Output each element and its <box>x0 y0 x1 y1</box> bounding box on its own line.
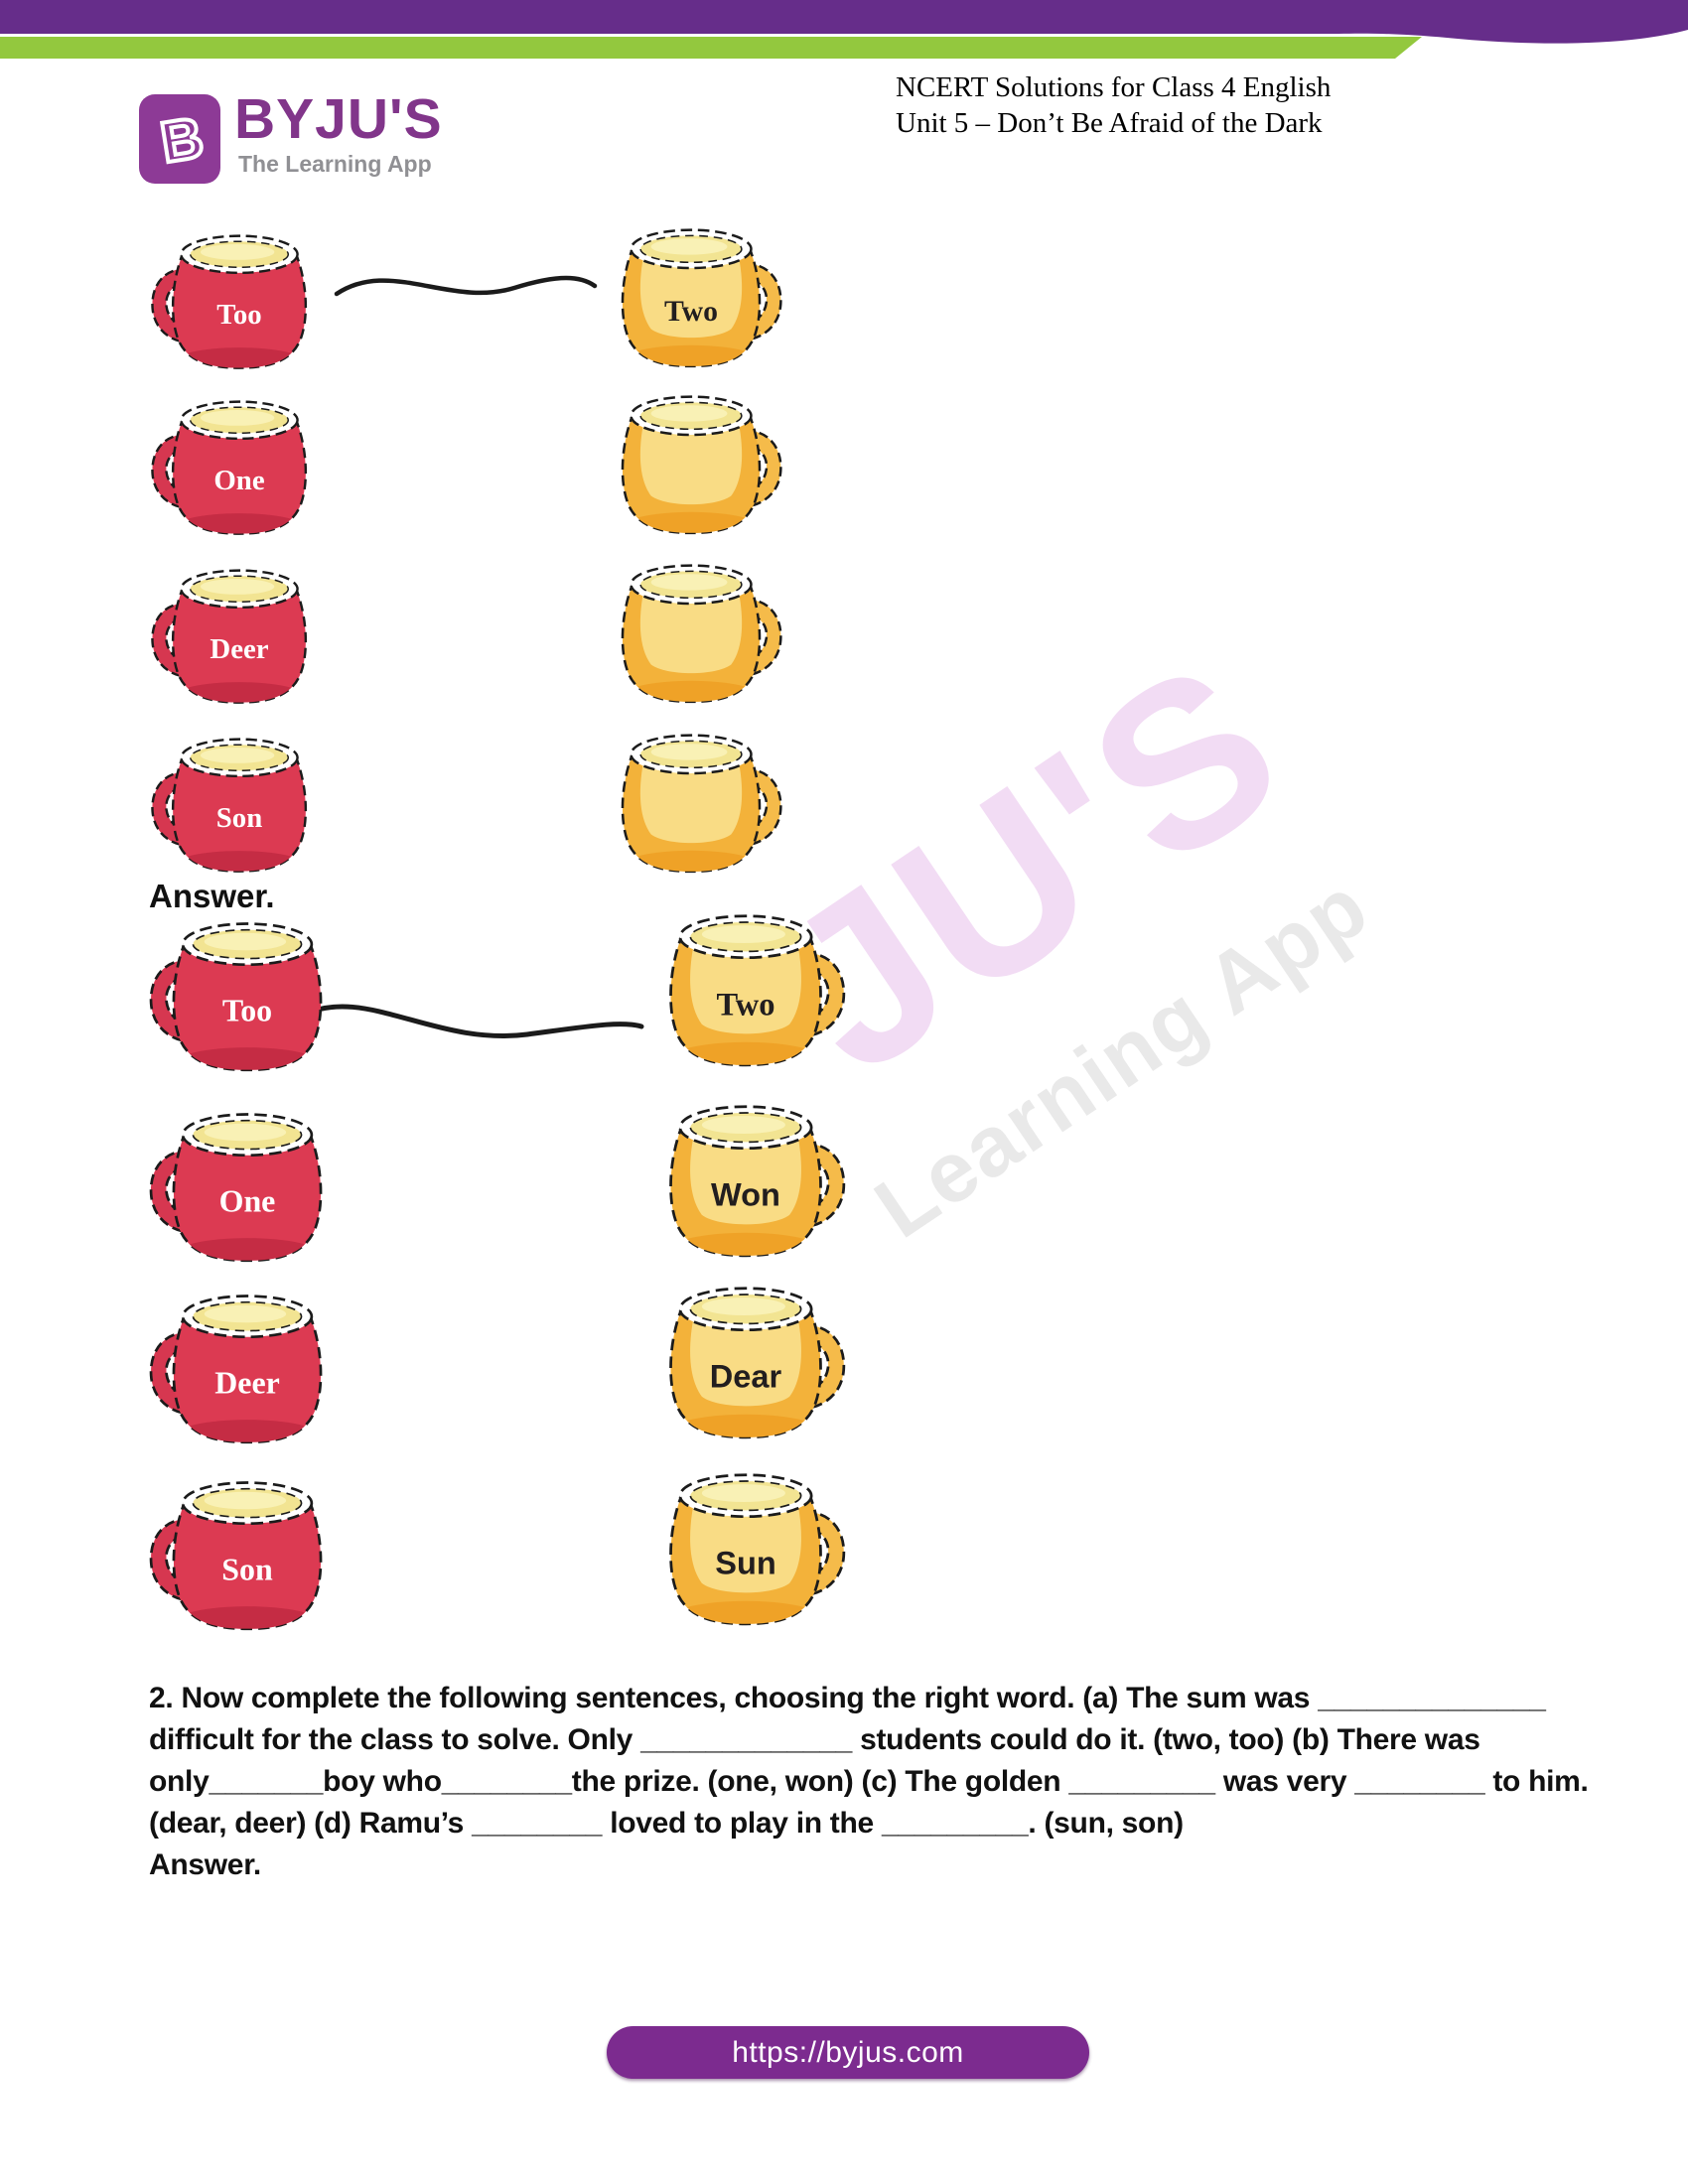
question2-text-line4: (dear, deer) (d) Ramu’s ________ loved t… <box>149 1807 1184 1840</box>
brand-tagline: The Learning App <box>238 151 432 177</box>
mug-too-answer: Too <box>145 909 350 1078</box>
byjus-url-button[interactable]: https://byjus.com <box>607 2026 1089 2079</box>
header-green-bar <box>0 37 1422 59</box>
svg-text:Son: Son <box>216 802 262 834</box>
svg-text:Son: Son <box>221 1552 273 1586</box>
match-line-too-two-answer <box>297 1004 644 1038</box>
svg-text:Sun: Sun <box>715 1545 775 1580</box>
svg-text:Two: Two <box>664 295 718 328</box>
page-title-line2: Unit 5 – Don’t Be Afraid of the Dark <box>896 107 1323 139</box>
svg-text:Too: Too <box>216 299 261 331</box>
svg-text:Too: Too <box>222 993 272 1027</box>
match-line-too-two-question <box>334 275 598 297</box>
svg-text:Won: Won <box>711 1176 780 1212</box>
mug-too-question: Too <box>147 222 332 376</box>
mug-blank-3-question <box>596 552 786 710</box>
mug-two-answer: Two <box>641 901 850 1073</box>
svg-text:Deer: Deer <box>210 633 268 665</box>
question-2-block: 2. Now complete the following sentences,… <box>149 1678 1589 1886</box>
mug-deer-question: Deer <box>147 557 332 711</box>
mug-one-answer: One <box>145 1100 350 1269</box>
byjus-url-label: https://byjus.com <box>732 2035 964 2069</box>
svg-text:Two: Two <box>716 987 774 1023</box>
mug-one-question: One <box>147 388 332 542</box>
mug-blank-2-question <box>596 383 786 541</box>
question2-text-line1: 2. Now complete the following sentences,… <box>149 1682 1546 1714</box>
svg-text:Dear: Dear <box>710 1358 782 1394</box>
brand-name: BYJU'S <box>234 87 443 151</box>
matching-answer-heading: Answer. <box>149 878 275 914</box>
question2-answer-heading: Answer. <box>149 1848 261 1881</box>
page-title-line1: NCERT Solutions for Class 4 English <box>896 71 1332 103</box>
mug-blank-4-question <box>596 722 786 880</box>
mug-son-question: Son <box>147 726 332 880</box>
mug-deer-answer: Deer <box>145 1282 350 1450</box>
header-purple-swoosh <box>0 0 1688 44</box>
byjus-logo-icon: B <box>139 94 220 184</box>
mug-two-question: Two <box>596 216 786 374</box>
page-title: NCERT Solutions for Class 4 English Unit… <box>896 69 1352 141</box>
svg-text:Deer: Deer <box>214 1365 280 1400</box>
logo-letter-b: B <box>156 105 208 176</box>
mug-won-answer: Won <box>641 1092 850 1264</box>
byjus-logo: B BYJU'S The Learning App <box>139 87 467 186</box>
mug-son-answer: Son <box>145 1468 350 1637</box>
question2-text-line3: only_______boy who________the prize. (on… <box>149 1765 1589 1798</box>
mug-sun-answer: Sun <box>641 1460 850 1632</box>
watermark-learning-app-text: Learning App <box>858 858 1386 1257</box>
mug-dear-answer: Dear <box>641 1274 850 1445</box>
svg-text:One: One <box>219 1183 276 1218</box>
question2-text-line2: difficult for the class to solve. Only _… <box>149 1723 1480 1756</box>
svg-text:One: One <box>213 465 264 496</box>
header-banner <box>0 0 1688 59</box>
